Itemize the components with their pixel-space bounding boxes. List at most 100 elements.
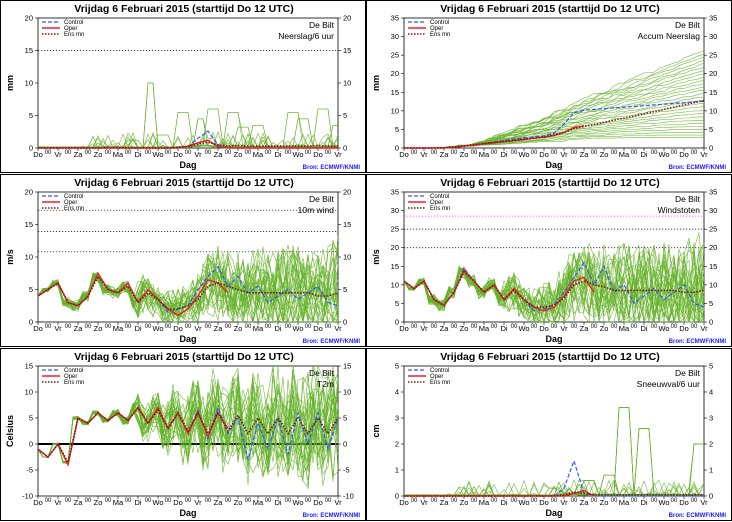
source-label: Bron: ECMWF/KNMI	[669, 165, 727, 171]
y-tick-label-right: 15	[343, 220, 351, 229]
ensemble-member-line	[37, 108, 339, 149]
x-hour-label: 00	[45, 150, 52, 156]
ensemble-member-line	[37, 125, 339, 149]
y-tick-label: 5	[29, 285, 33, 294]
x-day-label: Wo	[152, 324, 163, 333]
y-tick-label: 25	[391, 225, 399, 234]
legend-entry: Ens mn	[64, 206, 84, 212]
legend-entry: Control	[430, 194, 449, 200]
x-hour-label: 00	[165, 324, 172, 330]
y-tick-label-right: 15	[343, 46, 351, 55]
chart-wind: Vrijdag 6 Februari 2015 (starttijd Do 12…	[5, 177, 361, 345]
variable-label: Accum Neerslag	[638, 31, 701, 41]
y-tick-label: 35	[391, 14, 399, 23]
x-hour-label: 00	[65, 498, 72, 504]
x-day-label: Do	[539, 150, 549, 159]
x-hour-label: 00	[285, 324, 292, 330]
y-tick-label: 10	[25, 388, 33, 397]
legend-entry: Control	[64, 20, 83, 26]
panel-neerslag: Vrijdag 6 Februari 2015 (starttijd Do 12…	[0, 0, 366, 173]
x-day-label: Di	[500, 324, 507, 333]
x-day-label: Za	[580, 498, 590, 507]
x-hour-label: 00	[185, 150, 192, 156]
x-hour-label: 00	[551, 498, 558, 504]
legend-entry: Control	[430, 368, 449, 374]
y-tick-label: -10	[22, 492, 33, 501]
ensemble-member-line	[37, 248, 339, 323]
legend-entry: Ens mn	[64, 32, 84, 38]
y-tick-label-right: 5	[709, 299, 713, 308]
ensemble-member-line	[37, 118, 339, 149]
ensemble-member-line	[37, 112, 339, 149]
x-hour-label: 00	[671, 498, 678, 504]
x-hour-label: 00	[551, 324, 558, 330]
ensemble-member-line	[403, 242, 705, 323]
x-day-label: Zo	[234, 150, 243, 159]
x-hour-label: 00	[105, 150, 112, 156]
x-day-label: Di	[274, 498, 281, 507]
x-day-label: Zo	[234, 498, 243, 507]
station-label: De Bilt	[309, 368, 335, 378]
x-day-label: Do	[173, 498, 183, 507]
x-day-label: Do	[173, 324, 183, 333]
ensemble-member-line	[37, 125, 338, 149]
x-hour-label: 00	[691, 150, 698, 156]
x-day-label: Vr	[334, 498, 342, 507]
x-day-label: Do	[33, 498, 43, 507]
x-hour-label: 00	[611, 498, 618, 504]
station-label: De Bilt	[309, 194, 335, 204]
chart-sneeuw: Vrijdag 6 Februari 2015 (starttijd Do 12…	[371, 351, 727, 519]
ensemble-member-line	[37, 235, 339, 323]
x-hour-label: 00	[451, 324, 458, 330]
legend-entry: Ens mn	[430, 32, 450, 38]
y-tick-label-right: 15	[343, 362, 351, 371]
x-hour-label: 00	[125, 498, 132, 504]
y-tick-label: 15	[25, 220, 33, 229]
x-day-label: Za	[74, 324, 84, 333]
y-tick-label: -5	[26, 466, 33, 475]
source-label: Bron: ECMWF/KNMI	[303, 339, 361, 345]
y-tick-label-right: 0	[343, 144, 347, 153]
x-hour-label: 00	[431, 150, 438, 156]
x-day-label: Za	[214, 498, 224, 507]
y-tick-label: 5	[395, 125, 399, 134]
x-day-label: Di	[134, 498, 141, 507]
x-hour-label: 00	[611, 150, 618, 156]
x-hour-label: 00	[45, 324, 52, 330]
x-day-label: Di	[640, 150, 647, 159]
x-day-label: Za	[580, 324, 590, 333]
x-day-label: Za	[74, 150, 84, 159]
x-day-label: Vr	[700, 324, 708, 333]
panel-wind: Vrijdag 6 Februari 2015 (starttijd Do 12…	[0, 174, 366, 347]
x-day-label: Do	[33, 150, 43, 159]
x-hour-label: 00	[491, 324, 498, 330]
variable-label: Neerslag/6 uur	[278, 31, 334, 41]
x-day-label: Zo	[600, 498, 609, 507]
legend-entry: Oper	[430, 26, 443, 32]
x-day-label: Vr	[700, 498, 708, 507]
x-day-label: Wo	[518, 324, 529, 333]
x-day-label: Do	[313, 324, 323, 333]
chart-title: Vrijdag 6 Februari 2015 (starttijd Do 12…	[74, 351, 293, 363]
ensemble-members	[37, 82, 339, 149]
source-label: Bron: ECMWF/KNMI	[669, 513, 727, 519]
x-hour-label: 00	[671, 324, 678, 330]
x-day-label: Vr	[420, 324, 428, 333]
chart-title: Vrijdag 6 Februari 2015 (starttijd Do 12…	[440, 177, 659, 189]
x-hour-label: 00	[105, 324, 112, 330]
y-tick-label: 0	[29, 318, 33, 327]
x-hour-label: 00	[531, 150, 538, 156]
x-hour-label: 00	[571, 498, 578, 504]
x-hour-label: 00	[411, 324, 418, 330]
x-hour-label: 00	[325, 498, 332, 504]
chart-t2m: Vrijdag 6 Februari 2015 (starttijd Do 12…	[5, 351, 360, 519]
y-tick-label: 30	[391, 206, 399, 215]
x-hour-label: 00	[285, 150, 292, 156]
x-day-label: Za	[74, 498, 84, 507]
panel-t2m: Vrijdag 6 Februari 2015 (starttijd Do 12…	[0, 348, 366, 521]
x-day-label: Za	[580, 150, 590, 159]
y-tick-label-right: 35	[709, 14, 717, 23]
panel-accum: Vrijdag 6 Februari 2015 (starttijd Do 12…	[366, 0, 732, 173]
y-tick-label-right: 10	[343, 79, 351, 88]
